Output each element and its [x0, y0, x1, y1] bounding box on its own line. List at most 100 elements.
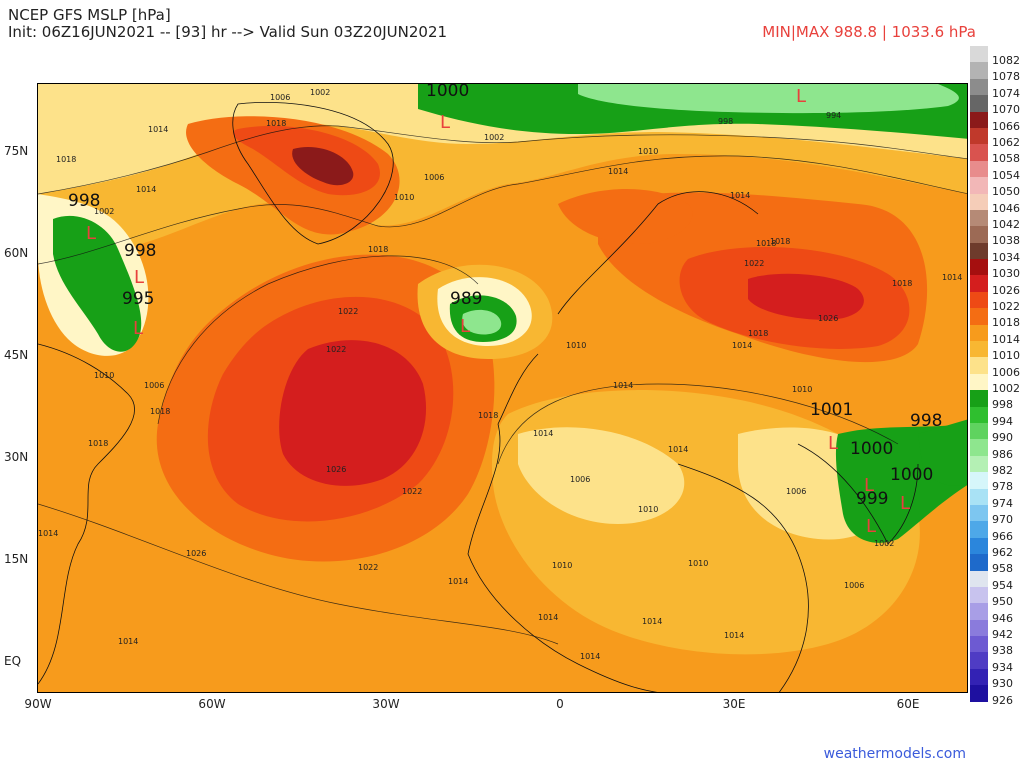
colorbar-swatch	[970, 177, 988, 194]
hudson-low-998	[53, 215, 142, 352]
coast-arabia	[797, 443, 919, 545]
isobar-label: 1018	[478, 411, 498, 420]
isobar-label: 1010	[552, 561, 572, 570]
colorbar-label: 986	[992, 447, 1013, 461]
isobar-label: 1010	[688, 559, 708, 568]
greenland-high-1026	[292, 146, 354, 186]
isobar-label: 1014	[148, 125, 168, 134]
colorbar-label: 930	[992, 677, 1013, 691]
isobar-label: 1022	[338, 307, 358, 316]
isobar-label: 1022	[744, 259, 764, 268]
colorbar-swatch	[970, 504, 988, 522]
colorbar-swatch	[970, 291, 988, 309]
isobar-label: 1018	[756, 239, 776, 248]
isobar-label: 1014	[668, 445, 688, 454]
center-value: 1001	[810, 400, 853, 420]
isobar-label: 1010	[394, 193, 414, 202]
isobar-lines	[38, 125, 967, 645]
colorbar-swatch	[970, 226, 988, 243]
init-valid-line: Init: 06Z16JUN2021 -- [93] hr --> Valid …	[8, 23, 448, 41]
colorbar-swatch	[970, 46, 988, 63]
colorbar-swatch	[970, 603, 988, 620]
isobar-label: 1002	[874, 539, 894, 548]
africa-1006	[518, 427, 685, 524]
colorbar-label: 934	[992, 660, 1013, 674]
coast-europe	[497, 191, 759, 425]
isobar-label: 1014	[724, 631, 744, 640]
isobar-label: 1014	[613, 381, 633, 390]
isobar-label: 1010	[566, 341, 586, 350]
colorbar-swatch	[970, 636, 988, 653]
colorbar-swatch	[970, 357, 988, 374]
colorbar-label: 950	[992, 595, 1013, 609]
colorbar-swatch	[970, 455, 988, 473]
low-marker-biscay: L	[460, 316, 470, 337]
isobar-label: 1018	[266, 119, 286, 128]
colorbar-label: 1010	[992, 349, 1020, 363]
colorbar-swatch	[970, 537, 988, 555]
isobar-line	[38, 503, 559, 645]
colorbar-label: 1038	[992, 234, 1020, 248]
colorbar-swatch	[970, 62, 988, 79]
colorbar-label: 974	[992, 496, 1013, 510]
isobar-label: 1014	[642, 617, 662, 626]
isobar-label: 1010	[638, 147, 658, 156]
site-credit[interactable]: weathermodels.com	[823, 746, 966, 762]
colorbar-swatch	[970, 685, 988, 702]
colorbar-swatch	[970, 570, 988, 587]
low-marker-iceland: L	[440, 112, 450, 133]
isobar-line	[38, 125, 967, 195]
colorbar-label: 1054	[992, 168, 1020, 182]
isobar-labels: 1006 1002 1014 1018 1018 1014 1010 1006 …	[38, 88, 962, 661]
chart-title: NCEP GFS MSLP [hPa]	[8, 6, 171, 24]
lon-label-0: 0	[556, 697, 564, 711]
colorbar-label: 1070	[992, 103, 1020, 117]
colorbar-label: 978	[992, 480, 1013, 494]
colorbar-swatch	[970, 95, 988, 112]
pressure-map[interactable]: L L L L L L L L L L 990 1000 998 998 995…	[37, 83, 968, 693]
isobar-label: 1022	[402, 487, 422, 496]
lat-label-30n: 30N	[4, 450, 29, 464]
isobar-label: 1006	[424, 173, 444, 182]
colorbar-swatch	[970, 668, 988, 686]
center-value: 998	[910, 411, 942, 431]
isobar-label: 1006	[570, 475, 590, 484]
colorbar-label: 938	[992, 644, 1013, 658]
colorbar-label: 1046	[992, 201, 1020, 215]
isobar-label: 1014	[608, 167, 628, 176]
colorbar-label: 958	[992, 562, 1013, 576]
center-value: 1000	[890, 465, 933, 485]
colorbar-swatch	[970, 209, 988, 227]
colorbar-swatch	[970, 259, 988, 276]
isobar-label: 1014	[533, 429, 553, 438]
isobar-label: 998	[718, 117, 733, 126]
lat-label-75n: 75N	[4, 144, 29, 158]
isobar-line	[38, 155, 967, 265]
colorbar-swatch	[970, 652, 988, 669]
lat-label-15n: 15N	[4, 552, 29, 566]
colorbar-swatch	[970, 521, 988, 538]
colorbar-label: 1058	[992, 152, 1020, 166]
colorbar-label: 1006	[992, 365, 1020, 379]
colorbar-swatch	[970, 422, 988, 440]
lat-label-60n: 60N	[4, 246, 29, 260]
colorbar-label: 1002	[992, 382, 1020, 395]
low-marker-hudson-2: L	[134, 267, 144, 288]
lat-label-45n: 45N	[4, 348, 29, 362]
isobar-label: 1010	[792, 385, 812, 394]
isobar-label: 1010	[94, 371, 114, 380]
azores-high-1026	[279, 340, 427, 486]
center-values: 990 1000 998 998 995 989 1001 1000 998 1…	[68, 84, 942, 509]
isobar-label: 1014	[136, 185, 156, 194]
colorbar-label: 942	[992, 628, 1013, 641]
low-marker-arctic: L	[796, 86, 806, 107]
isobar-label: 1014	[730, 191, 750, 200]
colorbar-swatch	[970, 439, 988, 456]
low-marker-arabia-3: L	[866, 516, 876, 537]
colorbar-swatch	[970, 406, 988, 423]
isobar-label: 1026	[818, 314, 838, 323]
colorbar-label: 1030	[992, 267, 1020, 281]
pressure-colorbar	[970, 46, 988, 702]
colorbar-label: 946	[992, 611, 1013, 625]
center-value: 999	[856, 489, 888, 509]
